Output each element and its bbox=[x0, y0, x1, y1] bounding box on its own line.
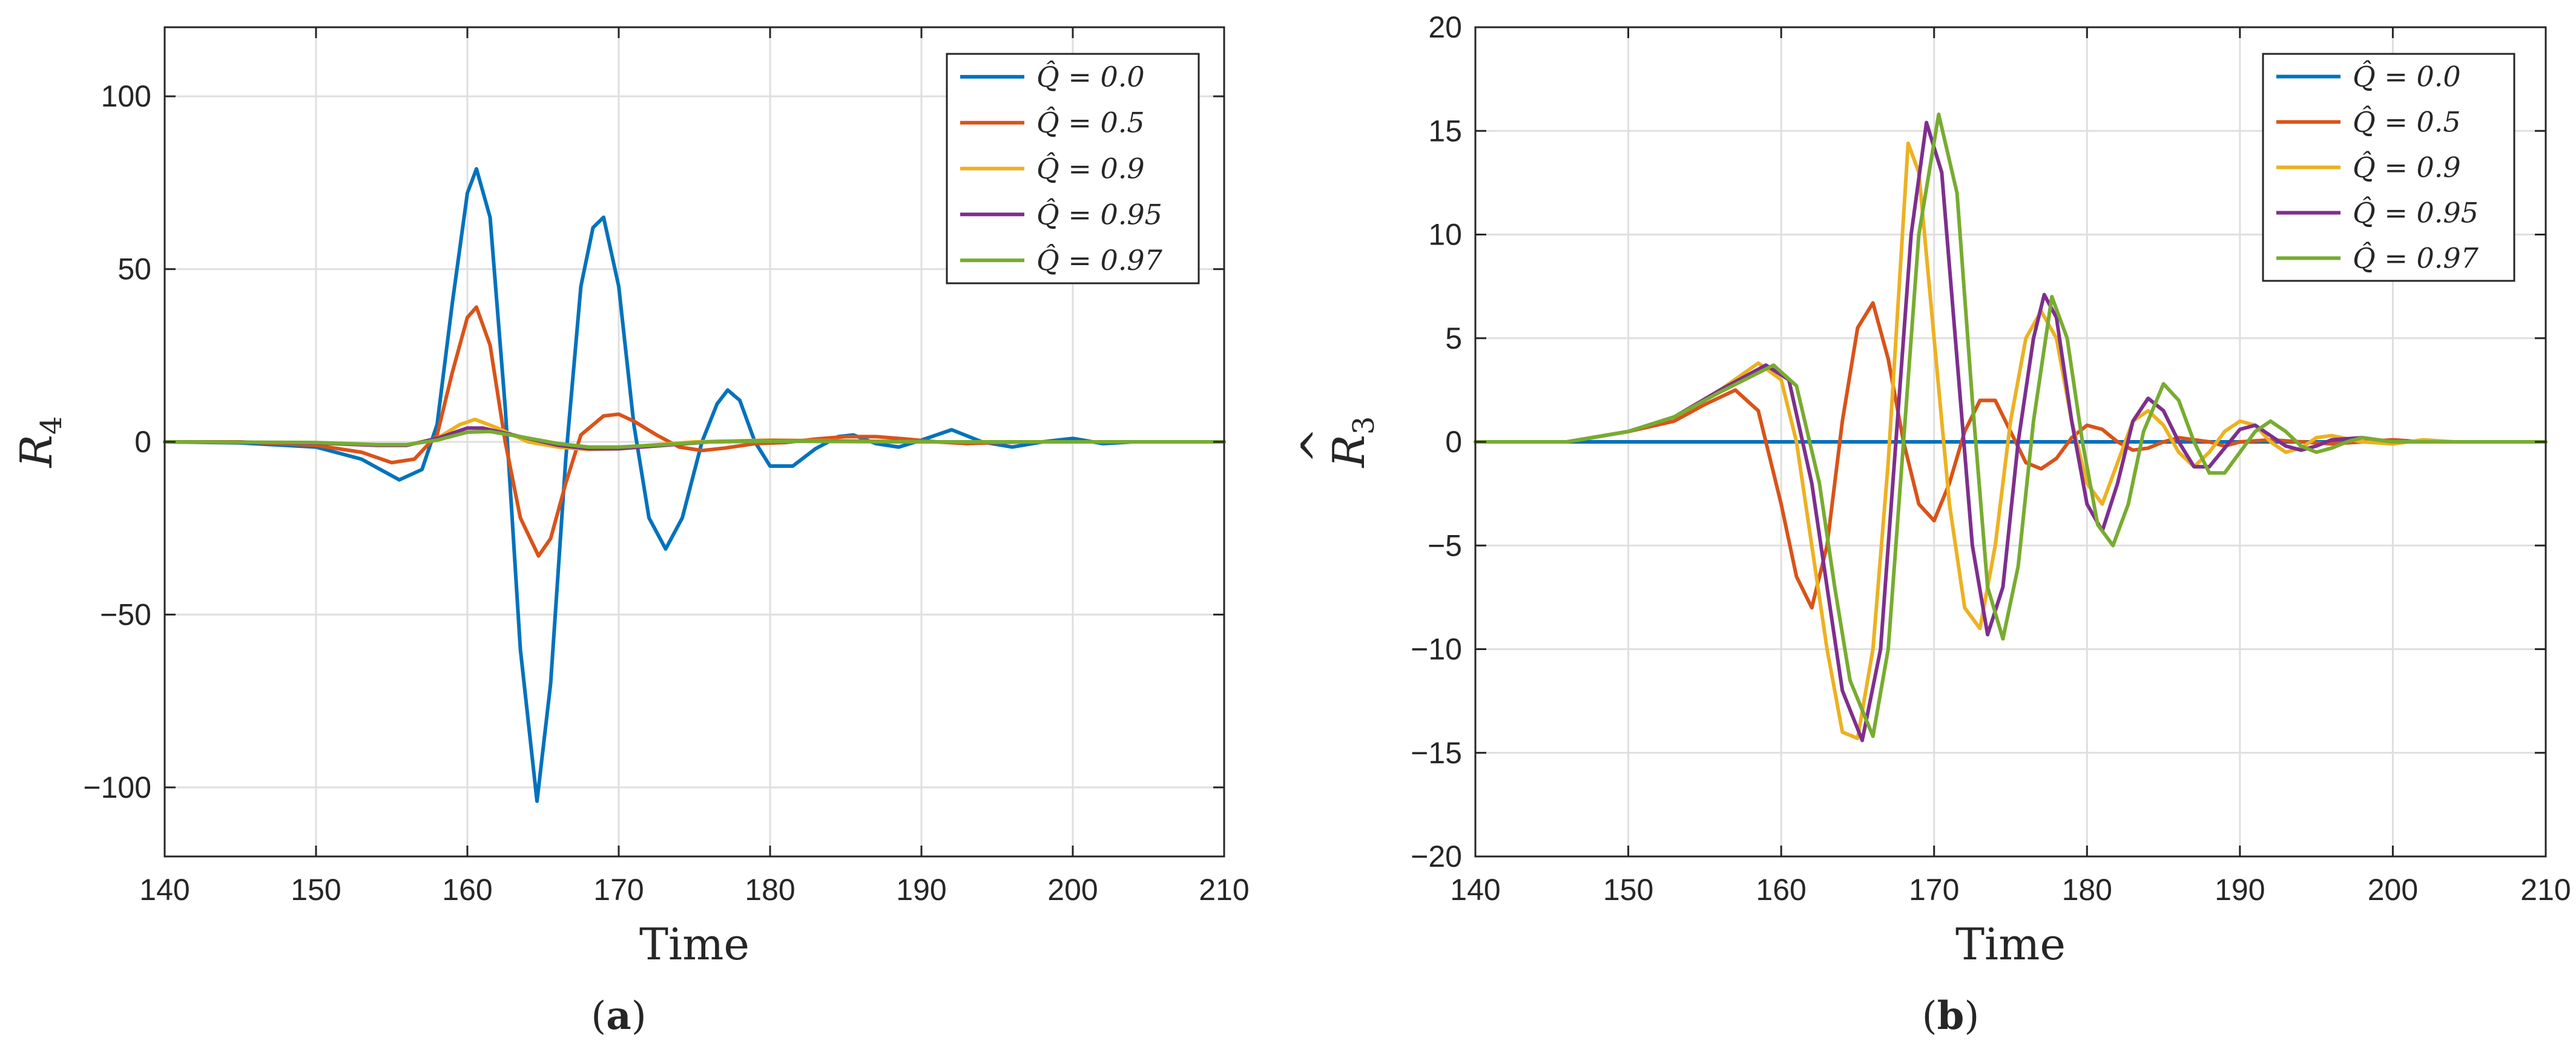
x-tick-label: 140 bbox=[139, 873, 189, 907]
x-tick-label: 210 bbox=[1199, 873, 1249, 907]
legend-label-3: Q̂ = 0.95 bbox=[2353, 196, 2479, 229]
legend-label-0: Q̂ = 0.0 bbox=[2353, 60, 2461, 93]
y-tick-label: −100 bbox=[83, 771, 151, 804]
y-axis-label-text: R4 bbox=[11, 416, 68, 469]
y-tick-label: −20 bbox=[1411, 840, 1462, 873]
y-tick-label: 50 bbox=[117, 252, 151, 286]
y-tick-label: −15 bbox=[1411, 736, 1462, 770]
x-tick-label: 150 bbox=[291, 873, 341, 907]
y-tick-label: −50 bbox=[100, 597, 151, 631]
y-tick-label: 0 bbox=[134, 425, 151, 459]
y-tick-label: −10 bbox=[1411, 633, 1462, 666]
series-line-4 bbox=[163, 429, 1226, 449]
y-tick-label: 20 bbox=[1428, 10, 1462, 44]
y-axis-label-base: R bbox=[1323, 435, 1374, 468]
legend-label-4: Q̂ = 0.97 bbox=[1036, 244, 1163, 277]
legend-label-2: Q̂ = 0.9 bbox=[2353, 151, 2461, 183]
panel-caption: (a) bbox=[591, 993, 646, 1039]
caption-close: ) bbox=[1964, 994, 1979, 1039]
series-line-4 bbox=[1474, 112, 2548, 738]
caption-open: ( bbox=[1922, 994, 1937, 1039]
legend-label-1: Q̂ = 0.5 bbox=[1036, 106, 1145, 139]
y-axis-label-hat: ^ bbox=[0, 427, 30, 464]
x-tick-label: 170 bbox=[1909, 873, 1959, 907]
x-tick-label: 160 bbox=[1756, 873, 1806, 907]
y-axis-label-hat: ^ bbox=[1292, 427, 1343, 464]
y-axis-label-sub: 3 bbox=[1347, 416, 1381, 435]
series-line-3 bbox=[1474, 120, 2548, 743]
y-tick-label: 100 bbox=[101, 79, 151, 113]
series-line-2 bbox=[1474, 141, 2548, 740]
y-tick-label: 5 bbox=[1445, 321, 1462, 355]
x-tick-label: 170 bbox=[593, 873, 644, 907]
x-axis-label: Time bbox=[1955, 919, 2066, 970]
y-axis-label-sub: 4 bbox=[35, 416, 68, 435]
y-tick-label: 10 bbox=[1428, 218, 1462, 252]
x-tick-label: 180 bbox=[2062, 873, 2112, 907]
x-tick-label: 140 bbox=[1450, 873, 1500, 907]
legend-label-3: Q̂ = 0.95 bbox=[1036, 198, 1162, 231]
y-axis-label: R3^ bbox=[1292, 416, 1381, 469]
legend-label-4: Q̂ = 0.97 bbox=[2353, 242, 2479, 274]
x-tick-label: 200 bbox=[2368, 873, 2418, 907]
legend: Q̂ = 0.0 Q̂ = 0.5 Q̂ = 0.9 Q̂ = 0.95 Q̂ = 0.… bbox=[2262, 53, 2515, 282]
y-tick-label: 0 bbox=[1445, 425, 1462, 459]
y-tick-label: −5 bbox=[1428, 528, 1462, 562]
caption-open: ( bbox=[591, 994, 606, 1039]
caption-letter: a bbox=[606, 993, 631, 1039]
panel-caption: (b) bbox=[1922, 993, 1980, 1039]
caption-close: ) bbox=[631, 994, 647, 1039]
legend-label-1: Q̂ = 0.5 bbox=[2353, 105, 2461, 138]
legend: Q̂ = 0.0 Q̂ = 0.5 Q̂ = 0.9 Q̂ = 0.95 Q̂ = 0.… bbox=[946, 53, 1200, 284]
legend-label-0: Q̂ = 0.0 bbox=[1036, 61, 1145, 93]
x-tick-label: 180 bbox=[745, 873, 795, 907]
y-axis-label-text: R3 bbox=[1323, 416, 1381, 469]
panel-b: 140 150 160 170 180 190 200 210 −20 −15 −10 −5 0 5 10 1… bbox=[1292, 10, 2571, 1039]
x-tick-label: 200 bbox=[1047, 873, 1098, 907]
panel-a: 140 150 160 170 180 190 200 210 −100 −50 0 50 100 Tim… bbox=[0, 26, 1250, 1039]
y-axis-label-base: R bbox=[11, 435, 62, 468]
x-tick-label: 160 bbox=[442, 873, 492, 907]
x-tick-label: 190 bbox=[2215, 873, 2265, 907]
y-axis-label: R4^ bbox=[0, 416, 68, 469]
legend-label-2: Q̂ = 0.9 bbox=[1036, 152, 1145, 185]
series-line-1 bbox=[1474, 301, 2548, 610]
x-tick-label: 190 bbox=[896, 873, 946, 907]
x-tick-label: 150 bbox=[1603, 873, 1653, 907]
x-tick-label: 210 bbox=[2520, 873, 2571, 907]
x-axis-label: Time bbox=[639, 919, 749, 970]
caption-letter: b bbox=[1937, 993, 1965, 1039]
y-tick-label: 15 bbox=[1428, 114, 1462, 148]
